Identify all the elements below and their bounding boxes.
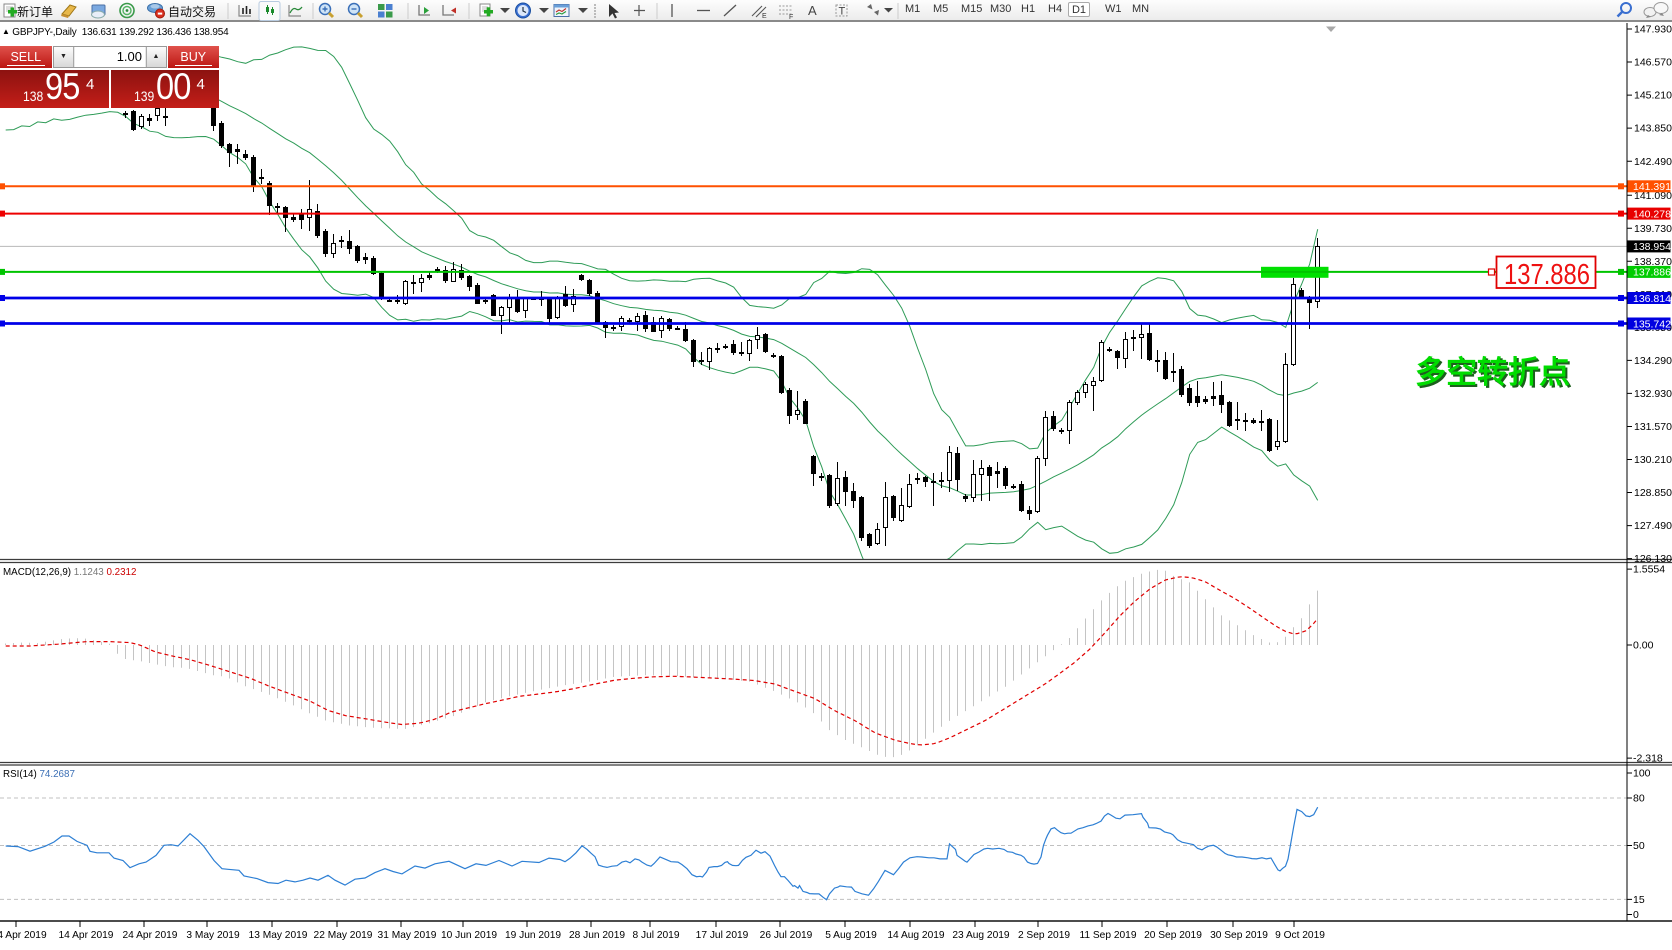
svg-text:138.370: 138.370 — [1634, 256, 1672, 268]
svg-text:14 Apr 2019: 14 Apr 2019 — [59, 930, 114, 941]
svg-text:13 May 2019: 13 May 2019 — [249, 930, 308, 941]
svg-text:147.930: 147.930 — [1634, 24, 1672, 36]
svg-text:135.742: 135.742 — [1633, 318, 1671, 330]
svg-text:15: 15 — [1633, 894, 1645, 906]
svg-text:137.886: 137.886 — [1633, 267, 1671, 279]
svg-text:3 May 2019: 3 May 2019 — [186, 930, 240, 941]
svg-text:F: F — [789, 14, 793, 21]
svg-text:8 Jul 2019: 8 Jul 2019 — [632, 930, 679, 941]
svg-text:142.490: 142.490 — [1634, 156, 1672, 168]
svg-text:4 Apr 2019: 4 Apr 2019 — [0, 930, 47, 941]
svg-text:130.210: 130.210 — [1634, 454, 1672, 466]
svg-text:80: 80 — [1633, 793, 1645, 805]
svg-text:30 Sep 2019: 30 Sep 2019 — [1210, 930, 1268, 941]
svg-text:138.954: 138.954 — [1633, 241, 1671, 253]
svg-text:127.490: 127.490 — [1634, 520, 1672, 532]
svg-text:22 May 2019: 22 May 2019 — [314, 930, 373, 941]
svg-text:139.730: 139.730 — [1634, 223, 1672, 235]
svg-text:RSI(14) 74.2687: RSI(14) 74.2687 — [3, 769, 75, 780]
svg-text:20 Sep 2019: 20 Sep 2019 — [1144, 930, 1202, 941]
svg-text:2 Sep 2019: 2 Sep 2019 — [1018, 930, 1070, 941]
svg-text:146.570: 146.570 — [1634, 57, 1672, 69]
svg-text:MACD(12,26,9) 1.1243 0.2312: MACD(12,26,9) 1.1243 0.2312 — [3, 567, 136, 578]
svg-text:0: 0 — [1633, 909, 1639, 921]
svg-text:140.278: 140.278 — [1633, 208, 1671, 220]
svg-text:24 Apr 2019: 24 Apr 2019 — [123, 930, 178, 941]
svg-text:141.090: 141.090 — [1634, 190, 1672, 202]
svg-text:137.886: 137.886 — [1504, 259, 1590, 291]
svg-text:多空转折点: 多空转折点 — [1415, 355, 1570, 390]
svg-text:多空转折点: 多空转折点 — [1417, 357, 1572, 392]
svg-text:31 May 2019: 31 May 2019 — [378, 930, 437, 941]
svg-text:10 Jun 2019: 10 Jun 2019 — [441, 930, 497, 941]
svg-text:141.391: 141.391 — [1633, 181, 1671, 193]
svg-text:28 Jun 2019: 28 Jun 2019 — [569, 930, 625, 941]
svg-text:126.130: 126.130 — [1634, 553, 1672, 565]
svg-text:-2.318: -2.318 — [1633, 753, 1663, 765]
svg-text:19 Jun 2019: 19 Jun 2019 — [505, 930, 561, 941]
svg-text:134.290: 134.290 — [1634, 355, 1672, 367]
svg-text:132.930: 132.930 — [1634, 388, 1672, 400]
svg-text:14 Aug 2019: 14 Aug 2019 — [887, 930, 945, 941]
svg-text:0.00: 0.00 — [1633, 640, 1654, 652]
svg-text:23 Aug 2019: 23 Aug 2019 — [952, 930, 1010, 941]
svg-text:131.570: 131.570 — [1634, 421, 1672, 433]
svg-text:T: T — [839, 6, 846, 18]
svg-text:5 Aug 2019: 5 Aug 2019 — [825, 930, 877, 941]
svg-text:1.5554: 1.5554 — [1633, 564, 1665, 576]
svg-text:100: 100 — [1633, 768, 1651, 780]
svg-text:A: A — [808, 3, 817, 18]
svg-text:17 Jul 2019: 17 Jul 2019 — [696, 930, 749, 941]
svg-text:9 Oct 2019: 9 Oct 2019 — [1275, 930, 1325, 941]
svg-text:11 Sep 2019: 11 Sep 2019 — [1079, 930, 1136, 941]
svg-text:128.850: 128.850 — [1634, 487, 1672, 499]
svg-text:50: 50 — [1633, 840, 1645, 852]
svg-text:26 Jul 2019: 26 Jul 2019 — [760, 930, 813, 941]
svg-text:136.814: 136.814 — [1633, 293, 1671, 305]
svg-text:145.210: 145.210 — [1634, 90, 1672, 102]
svg-text:E: E — [762, 13, 767, 20]
svg-text:143.850: 143.850 — [1634, 123, 1672, 135]
